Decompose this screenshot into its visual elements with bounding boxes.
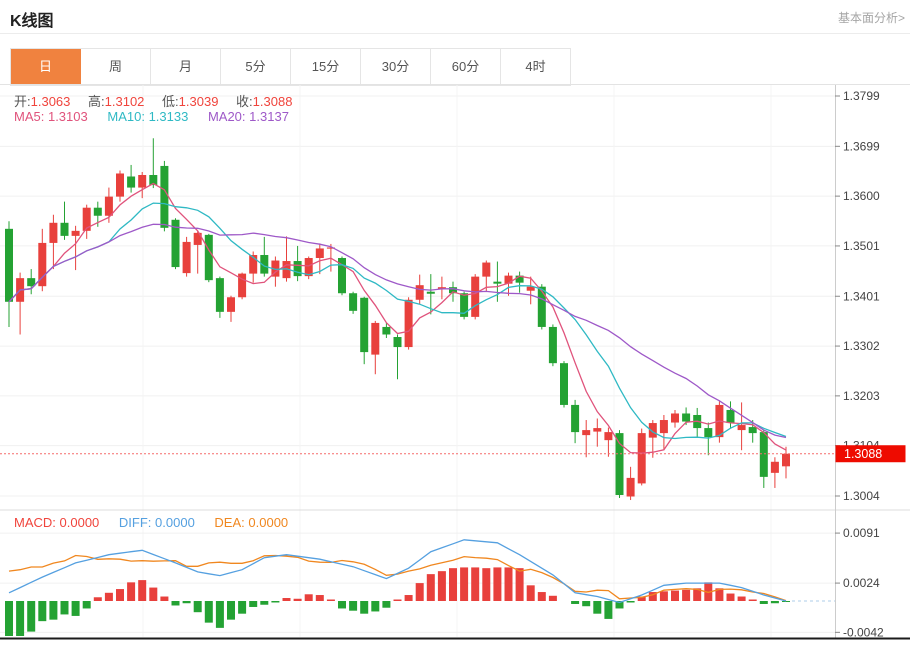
price-tick-label: 1.3699 — [843, 139, 880, 153]
title-divider — [0, 33, 910, 34]
chart-bottom-border — [0, 637, 910, 640]
macd-histogram — [5, 567, 790, 636]
dea-line — [8, 554, 787, 602]
price-tick-label: 1.3501 — [843, 239, 880, 253]
fundamental-analysis-link[interactable]: 基本面分析> — [837, 11, 905, 25]
current-price-tag-label: 1.3088 — [844, 447, 882, 461]
tab-15min[interactable]: 15分 — [291, 49, 361, 85]
tab-60min[interactable]: 60分 — [431, 49, 501, 85]
price-tick-label: 1.3401 — [843, 289, 880, 303]
macd-tick-label: 0.0091 — [843, 526, 880, 540]
interval-tabs: 日 周 月 5分 15分 30分 60分 4时 — [10, 48, 571, 86]
price-tick-label: 1.3302 — [843, 339, 880, 353]
candlestick-layer — [5, 138, 790, 501]
tab-month[interactable]: 月 — [151, 49, 221, 85]
price-gridlines — [0, 85, 835, 637]
macd-tick-label: 0.0024 — [843, 576, 880, 590]
price-axis-labels: 1.3799 1.3699 1.3600 1.3501 1.3401 1.3302 1.32… — [835, 89, 884, 639]
tab-5min[interactable]: 5分 — [221, 49, 291, 85]
macd-tick-label: -0.0042 — [843, 625, 884, 639]
price-tick-label: 1.3600 — [843, 189, 880, 203]
diff-line — [8, 539, 787, 604]
current-price-tag: 1.3088 — [835, 445, 906, 463]
price-tick-label: 1.3004 — [843, 489, 880, 503]
price-tick-label: 1.3799 — [843, 89, 880, 103]
page-title: K线图 — [10, 13, 54, 30]
tab-day[interactable]: 日 — [11, 49, 81, 85]
tab-week[interactable]: 周 — [81, 49, 151, 85]
tabs-bottom-border — [0, 84, 910, 85]
price-tick-label: 1.3203 — [843, 389, 880, 403]
ma20-line — [8, 223, 787, 439]
ma10-line — [8, 202, 787, 440]
tab-30min[interactable]: 30分 — [361, 49, 431, 85]
ma5-line — [8, 182, 787, 454]
tab-4hour[interactable]: 4时 — [501, 49, 570, 85]
